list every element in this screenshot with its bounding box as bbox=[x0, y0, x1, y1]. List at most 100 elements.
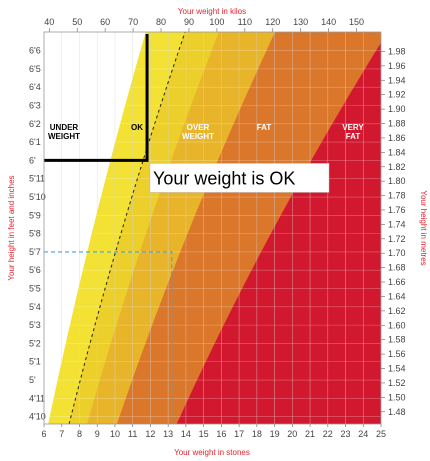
band-label-under-weight-line: UNDER bbox=[50, 123, 79, 132]
marked-point-lines bbox=[44, 34, 149, 162]
plot-frame bbox=[43, 31, 382, 425]
tick-label-left: 6'6 bbox=[29, 46, 41, 56]
band-label-under-weight-line: WEIGHT bbox=[48, 132, 80, 141]
tick-label-right: 1.54 bbox=[388, 364, 406, 374]
tick-label-left: 6'3 bbox=[29, 101, 41, 111]
band-label-very-fat-line: VERY bbox=[342, 123, 364, 132]
tick-label-bottom: 15 bbox=[199, 429, 209, 439]
tick-label-right: 1.70 bbox=[388, 248, 406, 258]
tick-label-right: 1.96 bbox=[388, 61, 406, 71]
tick-label-left: 5'9 bbox=[29, 210, 41, 220]
tick-label-left: 5' bbox=[29, 375, 36, 385]
tick-label-top: 90 bbox=[184, 17, 194, 27]
tick-label-bottom: 9 bbox=[95, 429, 100, 439]
tick-label-bottom: 21 bbox=[305, 429, 315, 439]
tick-label-right: 1.58 bbox=[388, 335, 406, 345]
tick-label-bottom: 11 bbox=[128, 429, 137, 439]
tick-label-top: 130 bbox=[293, 17, 308, 27]
left-axis-title: Your height in feet and inches bbox=[7, 175, 16, 280]
tick-label-top: 140 bbox=[321, 17, 336, 27]
tick-label-right: 1.64 bbox=[388, 291, 406, 301]
tick-label-top: 50 bbox=[72, 17, 82, 27]
tick-label-top: 60 bbox=[100, 17, 110, 27]
tick-label-bottom: 23 bbox=[341, 429, 351, 439]
tick-label-bottom: 22 bbox=[323, 429, 333, 439]
tick-label-right: 1.84 bbox=[388, 147, 406, 157]
grid-lines bbox=[44, 32, 381, 424]
tick-label-left: 5'11 bbox=[29, 174, 45, 184]
tick-label-top: 80 bbox=[156, 17, 166, 27]
tick-label-bottom: 10 bbox=[110, 429, 120, 439]
guide-line-dashed bbox=[68, 31, 186, 425]
tick-label-right: 1.78 bbox=[388, 191, 406, 201]
tick-label-bottom: 20 bbox=[287, 429, 297, 439]
tick-label-bottom: 14 bbox=[181, 429, 191, 439]
tick-label-left: 4'10 bbox=[29, 412, 46, 422]
tick-label-right: 1.94 bbox=[388, 75, 406, 85]
tick-label-left: 5'4 bbox=[29, 302, 41, 312]
tick-label-left: 4'11 bbox=[29, 393, 45, 403]
tick-label-right: 1.82 bbox=[388, 162, 406, 172]
tick-label-left: 6'2 bbox=[29, 119, 41, 129]
tick-label-right: 1.66 bbox=[388, 277, 406, 287]
tick-label-bottom: 19 bbox=[270, 429, 280, 439]
band-label-very-fat: VERY FAT bbox=[342, 123, 364, 141]
tick-label-bottom: 8 bbox=[77, 429, 82, 439]
tick-label-left: 6'4 bbox=[29, 82, 41, 92]
band-label-fat-line: FAT bbox=[257, 123, 272, 132]
tick-label-bottom: 12 bbox=[145, 429, 155, 439]
tick-label-left: 5'8 bbox=[29, 229, 41, 239]
tick-label-left: 5'7 bbox=[29, 247, 41, 257]
tick-label-top: 40 bbox=[44, 17, 54, 27]
tick-label-bottom: 16 bbox=[216, 429, 226, 439]
band-label-ok: OK bbox=[131, 123, 143, 132]
tick-label-right: 1.60 bbox=[388, 320, 406, 330]
tick-label-right: 1.50 bbox=[388, 392, 406, 402]
tick-label-left: 5'3 bbox=[29, 320, 41, 330]
tick-label-bottom: 18 bbox=[252, 429, 262, 439]
tick-label-right: 1.76 bbox=[388, 205, 406, 215]
tick-label-right: 1.62 bbox=[388, 306, 406, 316]
tick-label-left: 5'2 bbox=[29, 338, 41, 348]
tick-labels: 40 50 60 70 80 90 100 110 120 130 140 150 6 7 8 9 10 11 12… bbox=[29, 17, 406, 439]
tick-label-right: 1.98 bbox=[388, 46, 406, 56]
tick-label-left: 5'10 bbox=[29, 192, 46, 202]
tick-label-left: 6' bbox=[29, 155, 36, 165]
top-axis-title: Your weight in kilos bbox=[178, 7, 246, 16]
tick-label-right: 1.48 bbox=[388, 407, 406, 417]
tick-label-left: 6'1 bbox=[29, 137, 41, 147]
tick-label-top: 70 bbox=[128, 17, 138, 27]
band-label-over-weight-line: WEIGHT bbox=[182, 132, 214, 141]
tick-label-left: 5'5 bbox=[29, 284, 41, 294]
tick-label-left: 5'1 bbox=[29, 357, 41, 367]
tick-label-top: 110 bbox=[238, 17, 252, 27]
band-very-fat bbox=[176, 42, 381, 424]
tick-label-right: 1.68 bbox=[388, 263, 406, 273]
tick-label-left: 5'6 bbox=[29, 265, 41, 275]
tick-label-right: 1.72 bbox=[388, 234, 406, 244]
tick-label-bottom: 6 bbox=[41, 429, 46, 439]
tick-label-left: 6'5 bbox=[29, 64, 41, 74]
right-axis-title: Your height in metres bbox=[419, 190, 428, 265]
callout-box bbox=[149, 163, 330, 193]
tick-label-top: 100 bbox=[209, 17, 224, 27]
band-label-very-fat-line: FAT bbox=[346, 132, 361, 141]
tick-label-right: 1.86 bbox=[388, 133, 406, 143]
band-label-fat: FAT bbox=[257, 123, 272, 132]
callout-text: Your weight is OK bbox=[153, 168, 295, 188]
tick-label-right: 1.52 bbox=[388, 378, 406, 388]
tick-label-right: 1.92 bbox=[388, 90, 406, 100]
band-label-over-weight-line: OVER bbox=[187, 123, 210, 132]
band-label-ok-line: OK bbox=[131, 123, 143, 132]
tick-label-top: 150 bbox=[349, 17, 364, 27]
bmi-bands bbox=[44, 32, 381, 424]
tick-label-bottom: 24 bbox=[358, 429, 368, 439]
bottom-axis-title: Your weight in stones bbox=[174, 448, 250, 457]
tick-label-bottom: 7 bbox=[59, 429, 64, 439]
tick-label-right: 1.80 bbox=[388, 176, 406, 186]
tick-label-right: 1.74 bbox=[388, 219, 406, 229]
example-guide-lines bbox=[44, 251, 173, 424]
band-label-under-weight: UNDER WEIGHT bbox=[48, 123, 80, 141]
